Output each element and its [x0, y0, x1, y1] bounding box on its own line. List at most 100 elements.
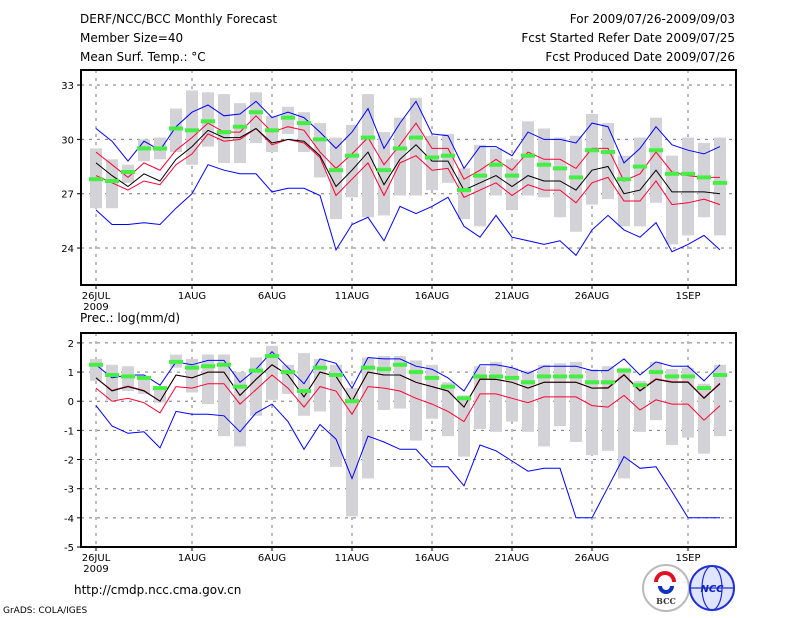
observation-marker	[441, 153, 455, 158]
ensemble-range-bar	[394, 117, 406, 196]
x-year-label: 2009	[83, 302, 108, 313]
ensemble-range-bar	[410, 97, 422, 196]
observation-marker	[217, 362, 231, 367]
x-year-label: 2009	[83, 564, 108, 575]
observation-marker	[409, 370, 423, 375]
ensemble-range-bar	[570, 361, 582, 443]
ensemble-range-bar	[378, 132, 390, 216]
observation-marker	[569, 374, 583, 379]
ensemble-range-bar	[570, 135, 582, 232]
ensemble-range-bar	[650, 117, 662, 203]
series-line-upper	[95, 115, 720, 182]
ensemble-range-bar	[378, 356, 390, 410]
observation-marker	[169, 126, 183, 131]
x-tick-label: 6AUG	[258, 291, 286, 302]
x-tick-label: 1AUG	[178, 553, 206, 564]
observation-marker	[473, 374, 487, 379]
ensemble-range-bar	[298, 353, 310, 416]
observation-marker	[329, 372, 343, 377]
temperature-panel: 24 27 30 33 26JUL 1AUG 6AUG 11AUG 16AUG 21AUG 26AU…	[61, 69, 737, 313]
observation-marker	[697, 175, 711, 180]
observation-marker	[473, 173, 487, 178]
observation-marker	[713, 180, 727, 185]
observation-marker	[681, 374, 695, 379]
y-tick-label: -5	[64, 543, 74, 554]
ensemble-range-bar	[618, 367, 630, 479]
source-url[interactable]: http://cmdp.ncc.cma.gov.cn	[74, 583, 241, 597]
y-tick-label: -2	[64, 456, 74, 467]
ensemble-range-bar	[442, 382, 454, 437]
observation-marker	[137, 146, 151, 151]
ensemble-range-bar	[266, 115, 278, 153]
observation-marker	[281, 115, 295, 120]
ensemble-range-bar	[362, 94, 374, 218]
observation-marker	[617, 177, 631, 182]
y-tick-label: -4	[64, 514, 74, 525]
observation-marker	[665, 374, 679, 379]
variable-label: Mean Surf. Temp.: °C	[80, 50, 206, 64]
observation-marker	[185, 128, 199, 133]
observation-marker	[665, 171, 679, 176]
series-line-mean	[95, 127, 721, 195]
ncc-logo: NCC	[689, 565, 735, 611]
plot-frame	[80, 69, 737, 286]
ensemble-range-bar	[650, 361, 662, 421]
ensemble-range-bar	[90, 358, 102, 381]
member-size: Member Size=40	[80, 31, 183, 45]
observation-marker	[425, 155, 439, 160]
ensemble-range-bar	[314, 358, 326, 412]
observation-marker	[377, 168, 391, 173]
ensemble-range-bar	[618, 155, 630, 227]
observation-marker	[409, 135, 423, 140]
grads-credit: GrADS: COLA/IGES	[3, 606, 87, 616]
ensemble-range-bar	[474, 144, 486, 227]
series-line-mean	[95, 364, 721, 408]
bcc-logo: BCC	[642, 564, 690, 612]
y-tick-label: 30	[61, 135, 74, 146]
observation-marker	[345, 399, 359, 404]
ensemble-range-bar	[666, 155, 678, 245]
y-tick-label: 2	[68, 339, 74, 350]
observation-marker	[489, 374, 503, 379]
ensemble-range-bar	[186, 90, 198, 165]
observation-marker	[265, 354, 279, 359]
observation-marker	[233, 124, 247, 129]
ensemble-range-bar	[106, 364, 118, 400]
x-tick-label: 6AUG	[258, 553, 286, 564]
observation-marker	[457, 188, 471, 193]
observation-marker	[121, 169, 135, 174]
x-tick-label: 1SEP	[675, 553, 700, 564]
ensemble-range-bar	[330, 364, 342, 467]
ensemble-range-bar	[490, 148, 502, 196]
plot-frame	[80, 332, 737, 548]
y-tick-label: 27	[61, 190, 74, 201]
observation-marker	[345, 153, 359, 158]
observation-marker	[425, 375, 439, 380]
ensemble-range-bar	[634, 137, 646, 227]
ensemble-range-bar	[538, 364, 550, 447]
series-line-max	[95, 350, 721, 392]
observation-marker	[633, 164, 647, 169]
ensemble-range-bar	[314, 123, 326, 178]
x-tick-label: 26JUL	[82, 291, 111, 302]
observation-marker	[505, 173, 519, 178]
produced-date: Fcst Produced Date 2009/07/26	[545, 50, 735, 64]
observation-marker	[697, 386, 711, 391]
observation-marker	[393, 146, 407, 151]
observation-marker	[361, 365, 375, 370]
ensemble-range-bar	[698, 142, 710, 218]
observation-marker	[185, 365, 199, 370]
observation-marker	[201, 364, 215, 369]
precipitation-panel: -5 -4 -3 -2 -1 0 1 2 26JUL 1AUG 6AUG 11AUG 16AUG 21AU…	[64, 332, 737, 575]
ensemble-range-bar	[714, 137, 726, 236]
ensemble-range-bar	[634, 380, 646, 432]
observation-marker	[137, 375, 151, 380]
x-tick-label: 11AUG	[335, 291, 370, 302]
observation-marker	[89, 177, 103, 182]
observation-marker	[457, 396, 471, 401]
ensemble-range-bar	[458, 395, 470, 457]
ensemble-range-bar	[602, 123, 614, 200]
x-tick-label: 21AUG	[495, 291, 530, 302]
ensemble-range-bar	[714, 364, 726, 437]
observation-marker	[265, 128, 279, 133]
